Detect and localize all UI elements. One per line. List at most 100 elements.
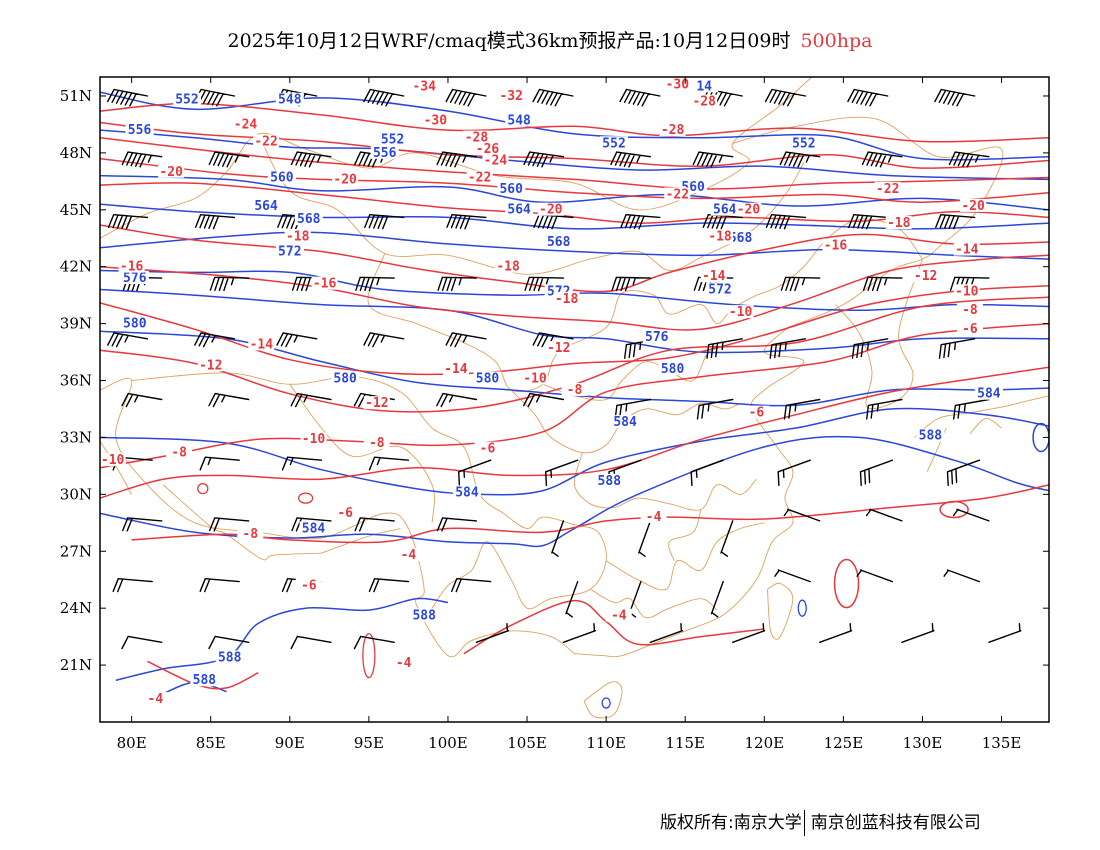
temperature-label-bg — [158, 164, 185, 178]
temperature-label-bg — [300, 432, 327, 446]
footer-company: 南京创蓝科技有限公司 — [810, 813, 981, 833]
border-line — [367, 253, 757, 393]
temperature-contour-label: -16 — [824, 239, 848, 254]
wind-barb — [690, 459, 724, 487]
height-contour-label: 568 — [729, 231, 753, 246]
height-contour-label: 580 — [661, 362, 685, 377]
temperature-contour-label: -30 — [666, 77, 690, 92]
temperature-contour-label: -18 — [887, 216, 911, 231]
temperature-contour-label: -10 — [101, 453, 125, 468]
temperature-contour--12 — [100, 296, 1049, 413]
wind-barb — [281, 456, 323, 471]
wind-barb — [710, 580, 724, 618]
wind-barb — [121, 392, 163, 408]
wind-barb — [620, 214, 661, 230]
x-tick-label: 115E — [665, 734, 705, 752]
temperature-label-bg — [395, 547, 422, 561]
height-label-bg — [505, 113, 534, 127]
wind-barb — [696, 398, 734, 420]
height-label-bg — [410, 608, 439, 622]
temperature-contour-label: -4 — [611, 609, 627, 624]
y-tick-label: 48N — [60, 144, 92, 162]
border-line — [668, 509, 702, 561]
border-line — [700, 162, 805, 258]
wind-barb — [368, 578, 410, 593]
temperature-contour-label: -22 — [666, 188, 689, 203]
wind-barb — [779, 151, 821, 168]
height-label-bg — [505, 202, 534, 216]
wind-barb — [523, 151, 565, 168]
x-tick-label: 125E — [824, 734, 864, 752]
wind-barb — [856, 569, 894, 583]
height-contour-closed — [1032, 422, 1049, 453]
height-label-bg — [642, 329, 671, 343]
temperature-label-bg — [100, 453, 126, 467]
wind-barb — [458, 459, 492, 487]
border-line — [573, 452, 757, 511]
temperature-label-bg — [442, 362, 469, 376]
height-contour-label: 548 — [278, 93, 302, 108]
y-tick-label: 33N — [60, 428, 92, 446]
height-label-bg — [706, 282, 735, 296]
temperature-contour-label: -34 — [412, 79, 436, 94]
height-contour-label: 576 — [123, 271, 147, 286]
wind-barb — [706, 338, 743, 359]
temperature-contour-label: -18 — [496, 260, 520, 275]
temperature-contours — [100, 102, 1049, 690]
wind-barb — [949, 276, 990, 292]
temperature-label-bg — [118, 259, 145, 273]
wind-barb — [934, 88, 976, 107]
temperature-contour-label: -10 — [302, 432, 326, 447]
temperature-label-bg — [553, 291, 580, 305]
wind-barb — [436, 151, 478, 168]
temperature-contour-closed — [833, 558, 860, 609]
height-label-bg — [120, 270, 149, 284]
footer-separator — [803, 810, 805, 836]
wind-barb — [720, 520, 734, 557]
wind-barb — [208, 392, 250, 408]
temperature-label-bg — [466, 170, 493, 184]
wind-barb — [783, 508, 821, 522]
wind-barb — [532, 88, 574, 107]
height-label-bg — [974, 386, 1003, 400]
height-label-bg — [611, 415, 640, 429]
height-label-bg — [331, 371, 360, 385]
wind-barb — [765, 214, 807, 230]
temperature-label-bg — [363, 436, 390, 450]
height-label-bg — [172, 92, 201, 106]
wind-barb — [445, 332, 487, 348]
temperature-contour--4 — [147, 660, 259, 690]
temperature-contour-label: -12 — [365, 396, 388, 411]
height-contour-label: 14 — [696, 79, 712, 94]
temperature-contour-label: -10 — [955, 284, 979, 299]
temperature-contour-label: -4 — [646, 510, 662, 525]
wind-barb — [436, 392, 478, 408]
temperature-contour-label: -32 — [499, 89, 522, 104]
temperature-contour-label: -10 — [523, 372, 547, 387]
wind-barb — [777, 459, 811, 487]
wind-barb — [862, 276, 903, 292]
temperature-label-bg — [495, 259, 522, 273]
temperature-contour--6 — [131, 484, 1049, 544]
height-contour-label: 588 — [598, 474, 622, 489]
height-label-bg — [726, 231, 755, 245]
temperature-label-bg — [561, 382, 588, 396]
height-label-bg — [370, 145, 399, 159]
height-contour-584 — [100, 407, 1049, 496]
wind-barb — [121, 635, 163, 650]
height-label-bg — [916, 428, 945, 442]
temperature-contour-label: -28 — [692, 95, 716, 110]
temperature-label-bg — [885, 215, 912, 229]
temperature-label-bg — [956, 303, 983, 317]
temperature-contour-label: -6 — [301, 578, 317, 593]
wind-barb — [107, 88, 149, 107]
temperature-contour-label: -12 — [199, 358, 222, 373]
x-tick-label: 105E — [507, 734, 547, 752]
temperature-label-bg — [735, 202, 762, 216]
temperature-contour--14 — [100, 284, 1049, 376]
temperature-contour-closed — [939, 500, 969, 519]
temperature-label-bg — [332, 506, 359, 520]
wind-barb — [562, 623, 597, 643]
wind-barb — [865, 508, 903, 522]
temperature-contour-closed — [362, 632, 376, 679]
